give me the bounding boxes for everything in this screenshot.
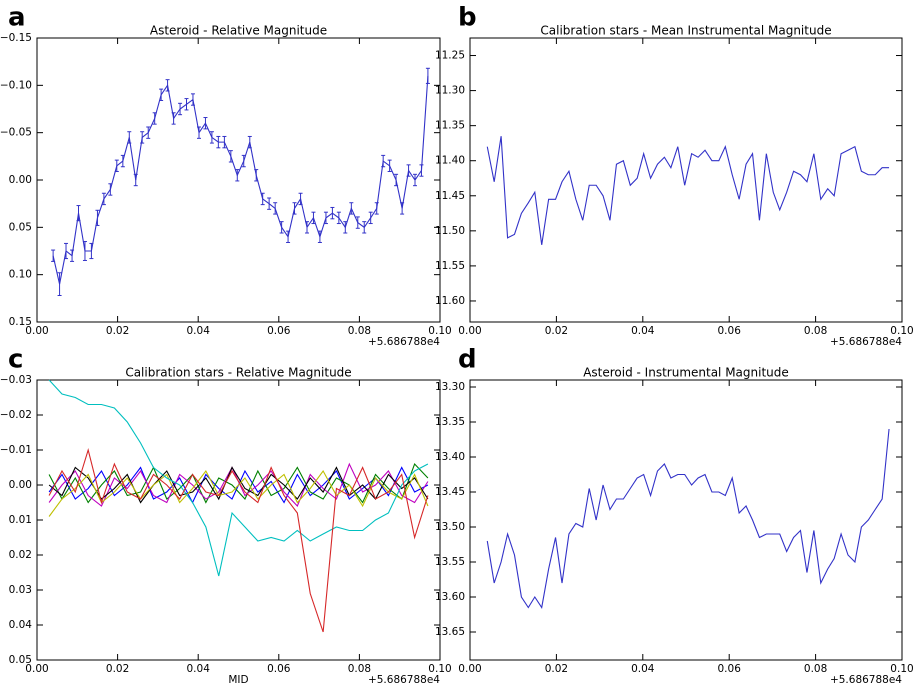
x-offset-label: +5.686788e4 — [830, 336, 902, 348]
y-tick-label: −0.03 — [0, 374, 32, 386]
chart-title: Calibration stars - Relative Magnitude — [125, 366, 351, 380]
x-tick-label: 0.08 — [348, 325, 371, 337]
y-tick-label: 13.40 — [435, 451, 465, 463]
y-tick-label: 13.55 — [435, 556, 465, 568]
data-line — [486, 136, 890, 245]
y-tick-label: 11.45 — [435, 190, 465, 202]
y-tick-label: 13.35 — [435, 416, 465, 428]
y-tick-label: 0.10 — [9, 269, 32, 281]
chart-title: Asteroid - Relative Magnitude — [150, 24, 327, 38]
data-line — [48, 469, 429, 517]
x-tick-label: 0.10 — [428, 663, 451, 675]
y-tick-label: 0.01 — [9, 514, 32, 526]
y-tick-label: −0.15 — [0, 32, 32, 44]
x-tick-label: 0.10 — [890, 325, 913, 337]
x-tick-label: 0.06 — [718, 663, 742, 675]
x-tick-label: 0.08 — [804, 325, 827, 337]
data-line — [48, 466, 429, 504]
x-tick-label: 0.02 — [545, 325, 568, 337]
x-tick-label: 0.06 — [267, 663, 291, 675]
y-tick-label: 13.65 — [435, 626, 465, 638]
y-tick-label: 11.35 — [435, 120, 465, 132]
panel-label: a — [8, 3, 26, 33]
x-offset-label: +5.686788e4 — [830, 674, 902, 685]
x-tick-label: 0.06 — [267, 325, 291, 337]
plot-frame — [469, 379, 903, 661]
x-tick-label: 0.10 — [428, 325, 451, 337]
y-tick-label: 0.02 — [9, 549, 32, 561]
panel-label: b — [458, 3, 477, 33]
plot-frame — [36, 37, 441, 323]
panel-label: d — [458, 345, 477, 375]
chart-title: Calibration stars - Mean Instrumental Ma… — [540, 24, 831, 38]
y-tick-label: −0.05 — [0, 127, 32, 139]
x-tick-label: 0.04 — [187, 325, 211, 337]
y-tick-label: 13.45 — [435, 486, 465, 498]
x-offset-label: +5.686788e4 — [368, 336, 440, 348]
y-tick-label: 11.25 — [435, 50, 465, 62]
panel-label: c — [8, 345, 23, 375]
y-tick-label: 0.05 — [9, 221, 32, 233]
y-tick-label: −0.01 — [0, 444, 32, 456]
chart-title: Asteroid - Instrumental Magnitude — [583, 366, 789, 380]
x-tick-label: 0.00 — [458, 663, 481, 675]
y-tick-label: 11.60 — [435, 295, 465, 307]
x-offset-label: +5.686788e4 — [368, 674, 440, 685]
x-tick-label: 0.06 — [718, 325, 742, 337]
y-tick-label: 13.50 — [435, 521, 465, 533]
x-tick-label: 0.08 — [348, 663, 371, 675]
y-tick-label: −0.02 — [0, 409, 32, 421]
y-tick-label: 11.50 — [435, 225, 465, 237]
x-tick-label: 0.00 — [25, 325, 48, 337]
y-tick-label: 0.04 — [9, 619, 33, 631]
data-line — [48, 462, 429, 504]
x-tick-label: 0.02 — [545, 663, 568, 675]
plot-frame — [469, 37, 903, 323]
data-line — [48, 379, 429, 577]
y-tick-label: 0.15 — [9, 316, 32, 328]
x-tick-label: 0.04 — [631, 325, 655, 337]
x-axis-label: MID — [228, 674, 248, 685]
x-tick-label: 0.08 — [804, 663, 827, 675]
x-tick-label: 0.02 — [106, 663, 129, 675]
data-line — [486, 428, 890, 609]
y-tick-label: 11.40 — [435, 155, 465, 167]
y-tick-label: 0.00 — [9, 174, 32, 186]
x-tick-label: 0.02 — [106, 325, 129, 337]
x-tick-label: 0.00 — [25, 663, 48, 675]
y-tick-label: 11.30 — [435, 85, 465, 97]
x-tick-label: 0.10 — [890, 663, 913, 675]
y-tick-label: 11.55 — [435, 260, 465, 272]
y-tick-label: 0.00 — [9, 479, 32, 491]
y-tick-label: 13.30 — [435, 381, 465, 393]
x-tick-label: 0.04 — [187, 663, 211, 675]
y-tick-label: 13.60 — [435, 591, 465, 603]
data-line — [48, 447, 429, 633]
y-tick-label: −0.10 — [0, 79, 32, 91]
x-tick-label: 0.04 — [631, 663, 655, 675]
y-tick-label: 0.05 — [9, 654, 32, 666]
x-tick-label: 0.00 — [458, 325, 481, 337]
y-tick-label: 0.03 — [9, 584, 32, 596]
data-line — [52, 75, 429, 285]
